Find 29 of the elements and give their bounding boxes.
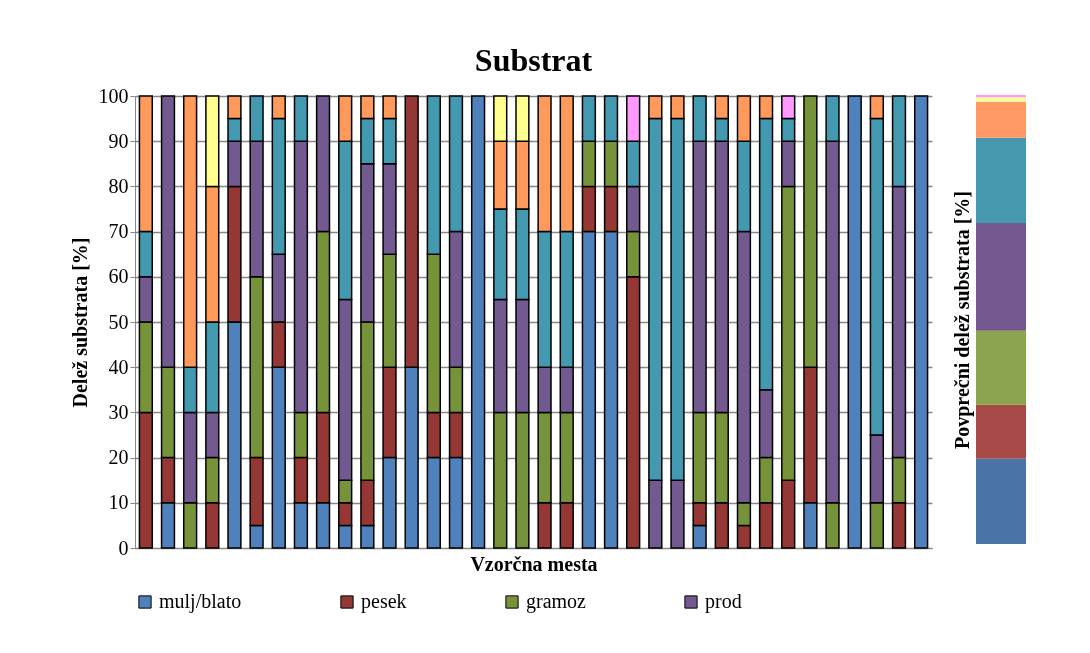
y-tick-label: 100: [98, 84, 129, 107]
bar: [976, 458, 1026, 544]
y-tick-label: 80: [108, 174, 129, 197]
y-tick-label: 90: [108, 129, 129, 152]
y-tick-label: 40: [108, 355, 129, 378]
legend-label: prod: [705, 590, 742, 613]
y-tick-label: 0: [118, 536, 129, 559]
y-tick-label: 30: [108, 400, 129, 423]
legend-label: gramoz: [526, 590, 587, 613]
y-axis-title: Delež substrata [%]: [68, 237, 91, 408]
bar: [847, 95, 862, 549]
legend-label: pesek: [361, 590, 407, 613]
legend-label: mulj/blato: [159, 590, 242, 613]
y-tick-label: 10: [108, 491, 129, 514]
bar: [913, 95, 929, 549]
bar: [976, 101, 1026, 138]
y-tick-label: 50: [108, 310, 129, 333]
chart-title: Substrat: [474, 42, 593, 78]
bar: [976, 137, 1026, 223]
y-tick-label: 70: [108, 220, 129, 243]
y-tick-label: 20: [108, 446, 129, 469]
bar: [976, 222, 1026, 331]
bar: [976, 330, 1026, 405]
bar: [470, 95, 486, 549]
y-axis-title: Povprečni delež substrata [%]: [950, 191, 974, 449]
bar: [976, 404, 1026, 459]
x-axis-title: Vzorčna mesta: [470, 552, 598, 575]
y-tick-label: 60: [108, 265, 129, 288]
bar: [976, 97, 1026, 102]
